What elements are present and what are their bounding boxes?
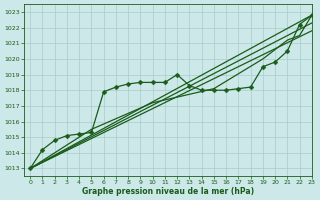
X-axis label: Graphe pression niveau de la mer (hPa): Graphe pression niveau de la mer (hPa) — [82, 187, 254, 196]
